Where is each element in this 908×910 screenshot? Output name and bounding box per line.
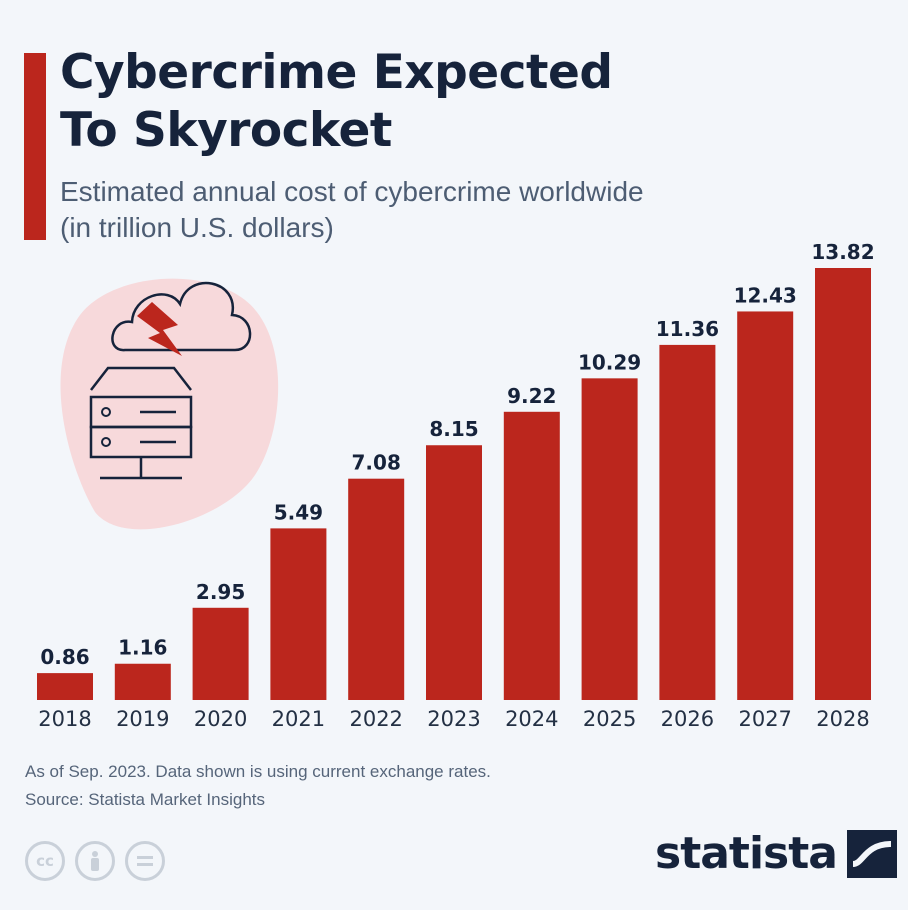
x-tick-label: 2022 bbox=[349, 707, 402, 731]
chart-note: As of Sep. 2023. Data shown is using cur… bbox=[25, 762, 491, 781]
bar-2023 bbox=[426, 445, 482, 700]
x-tick-label: 2026 bbox=[661, 707, 714, 731]
bar-value-label: 9.22 bbox=[507, 384, 556, 408]
bar-value-label: 8.15 bbox=[429, 417, 478, 441]
bar-value-label: 11.36 bbox=[656, 317, 719, 341]
x-tick-label: 2021 bbox=[272, 707, 325, 731]
chart-title: Cybercrime Expected To Skyrocket bbox=[60, 45, 613, 158]
bar-value-label: 12.43 bbox=[734, 283, 797, 307]
x-tick-label: 2020 bbox=[194, 707, 247, 731]
bar-value-label: 13.82 bbox=[811, 240, 874, 264]
cc-icon[interactable]: cc bbox=[25, 841, 65, 881]
bar-2027 bbox=[737, 311, 794, 700]
x-tick-label: 2023 bbox=[427, 707, 480, 731]
bar-value-label: 0.86 bbox=[40, 645, 89, 669]
statista-mark-icon bbox=[846, 829, 897, 878]
bar-value-label: 1.16 bbox=[118, 636, 167, 660]
x-tick-label: 2028 bbox=[816, 707, 869, 731]
nd-equals-icon[interactable] bbox=[125, 841, 165, 881]
bar-2028 bbox=[815, 268, 871, 700]
bar-2020 bbox=[192, 607, 249, 700]
bar-2024 bbox=[503, 411, 560, 700]
bar-value-label: 7.08 bbox=[352, 451, 401, 475]
bar-value-label: 2.95 bbox=[196, 580, 245, 604]
x-tick-label: 2025 bbox=[583, 707, 636, 731]
brand-name: statista bbox=[655, 828, 838, 879]
bar-2018 bbox=[37, 673, 93, 700]
by-person-icon[interactable] bbox=[75, 841, 115, 881]
bar-chart: 0.86 2018 1.16 2019 2.95 2020 5.49 2021 7.08 2022… bbox=[37, 240, 875, 731]
bar-2026 bbox=[659, 344, 716, 700]
bar-2022 bbox=[348, 478, 405, 700]
chart-source: Source: Statista Market Insights bbox=[25, 790, 265, 809]
accent-bar bbox=[24, 53, 46, 240]
cloud-server-lightning-icon bbox=[60, 278, 279, 530]
license-icons: cc bbox=[25, 841, 165, 881]
x-tick-label: 2018 bbox=[38, 707, 91, 731]
bar-2025 bbox=[581, 378, 638, 700]
chart-subtitle: Estimated annual cost of cybercrime worl… bbox=[60, 176, 644, 243]
bar-2021 bbox=[270, 528, 327, 700]
bar-2019 bbox=[114, 663, 171, 700]
x-tick-label: 2019 bbox=[116, 707, 169, 731]
bar-value-label: 10.29 bbox=[578, 350, 641, 374]
bar-value-label: 5.49 bbox=[274, 500, 323, 524]
statista-logo[interactable]: statista bbox=[655, 828, 897, 879]
x-tick-label: 2027 bbox=[738, 707, 791, 731]
x-tick-label: 2024 bbox=[505, 707, 558, 731]
